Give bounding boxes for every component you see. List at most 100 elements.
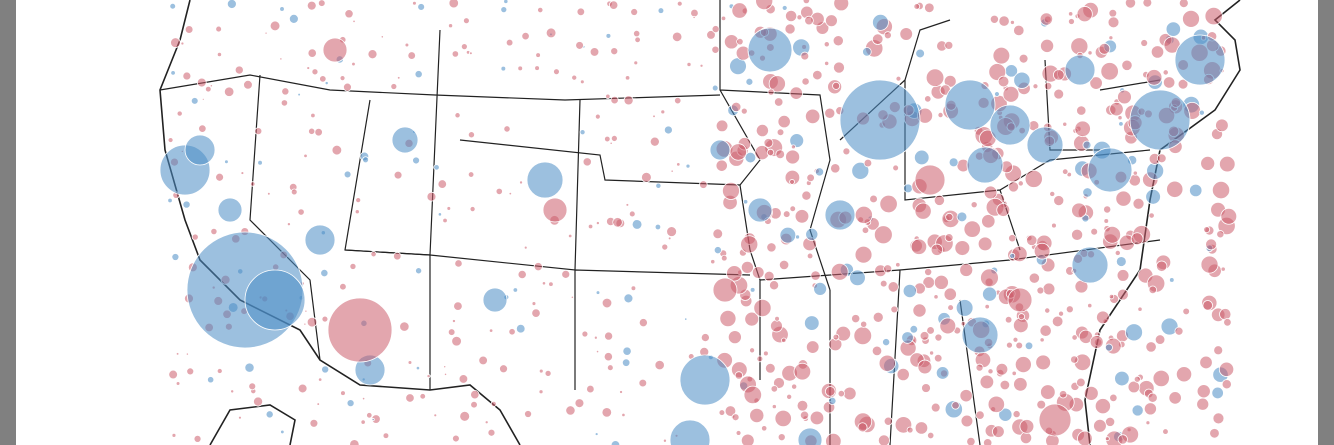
bubble bbox=[244, 362, 255, 373]
bubble bbox=[763, 138, 774, 148]
bubble bbox=[306, 316, 318, 328]
bubble bbox=[1103, 218, 1110, 224]
bubble bbox=[833, 61, 845, 74]
bubble bbox=[594, 113, 601, 120]
bubble bbox=[892, 164, 899, 172]
bubble bbox=[531, 301, 537, 306]
bubble bbox=[1140, 39, 1149, 47]
bubble bbox=[207, 376, 215, 384]
bubble bbox=[355, 197, 362, 204]
bubble bbox=[1062, 121, 1068, 127]
bubble bbox=[1168, 391, 1182, 405]
bubble bbox=[467, 171, 475, 178]
bubble bbox=[742, 199, 749, 205]
bubble bbox=[167, 197, 173, 204]
bubble bbox=[749, 407, 765, 424]
bubble bbox=[749, 287, 756, 293]
bubble bbox=[182, 71, 192, 81]
bubble bbox=[984, 303, 990, 310]
bubble bbox=[657, 7, 665, 14]
bubble bbox=[460, 43, 468, 51]
bubble bbox=[453, 301, 463, 311]
bubble bbox=[1219, 155, 1236, 173]
bubble bbox=[797, 427, 823, 445]
bubble bbox=[951, 401, 960, 410]
bubble bbox=[899, 27, 913, 41]
bubble bbox=[622, 346, 632, 356]
bubble bbox=[720, 254, 728, 262]
bubble bbox=[747, 197, 773, 223]
bubble bbox=[975, 363, 984, 372]
bubble bbox=[839, 79, 921, 161]
bubble bbox=[1008, 234, 1017, 243]
bubble bbox=[605, 33, 612, 39]
bubble bbox=[621, 358, 631, 367]
bubble bbox=[743, 385, 762, 405]
bubble bbox=[407, 360, 413, 365]
bubble bbox=[505, 38, 514, 47]
bubble bbox=[631, 219, 643, 230]
bubble bbox=[1142, 0, 1153, 8]
bubble bbox=[997, 75, 1010, 88]
bubble bbox=[966, 436, 976, 445]
bubble bbox=[184, 25, 194, 34]
bubble bbox=[623, 95, 634, 106]
bubble bbox=[1115, 190, 1132, 207]
bubble bbox=[1082, 140, 1092, 150]
bubble bbox=[890, 305, 899, 314]
bubble bbox=[605, 93, 611, 99]
bubble bbox=[999, 379, 1011, 391]
bubble bbox=[709, 139, 731, 161]
bubble bbox=[1145, 69, 1163, 86]
bubble bbox=[343, 82, 352, 92]
bubble bbox=[1200, 155, 1216, 171]
bubble bbox=[269, 20, 281, 32]
bubble bbox=[288, 13, 299, 24]
bubble bbox=[1068, 18, 1075, 25]
bubble bbox=[548, 281, 554, 287]
bubble bbox=[1218, 361, 1235, 377]
bubble bbox=[1121, 59, 1133, 71]
bubble bbox=[796, 14, 803, 21]
bubble bbox=[851, 161, 870, 180]
bubble bbox=[193, 434, 202, 443]
bubble bbox=[484, 420, 489, 425]
bubble bbox=[1040, 38, 1055, 53]
bubble bbox=[601, 407, 613, 418]
bubble bbox=[863, 158, 873, 168]
bubble bbox=[872, 14, 889, 31]
bubble bbox=[719, 310, 737, 328]
bubble bbox=[634, 36, 641, 44]
bubble bbox=[661, 243, 669, 251]
bubble bbox=[727, 330, 742, 345]
bubble bbox=[842, 386, 857, 401]
bubble bbox=[1114, 249, 1121, 256]
bubble bbox=[1109, 393, 1118, 402]
bubble bbox=[243, 79, 253, 90]
bubble bbox=[1133, 375, 1141, 383]
bubble bbox=[1024, 341, 1034, 351]
bubble bbox=[1162, 76, 1176, 89]
map bbox=[159, 0, 1241, 445]
bubble bbox=[809, 410, 825, 426]
bubble bbox=[917, 359, 933, 375]
bubble bbox=[437, 179, 447, 189]
bubble bbox=[873, 225, 893, 245]
bubble bbox=[1051, 222, 1057, 229]
bubble bbox=[327, 297, 393, 363]
bubble bbox=[654, 223, 662, 231]
bubble bbox=[1132, 197, 1145, 210]
bubble bbox=[1087, 303, 1093, 309]
bubble bbox=[1082, 187, 1093, 198]
bubble bbox=[956, 211, 968, 223]
bubble bbox=[1035, 354, 1052, 371]
bubble bbox=[309, 418, 319, 428]
bubble bbox=[1212, 412, 1225, 425]
bubble bbox=[1053, 88, 1065, 100]
bubble bbox=[805, 340, 820, 354]
bubble bbox=[362, 156, 369, 164]
bubble bbox=[825, 14, 838, 28]
bubble bbox=[1012, 410, 1021, 419]
bubble bbox=[1131, 404, 1144, 417]
bubble bbox=[469, 206, 476, 213]
